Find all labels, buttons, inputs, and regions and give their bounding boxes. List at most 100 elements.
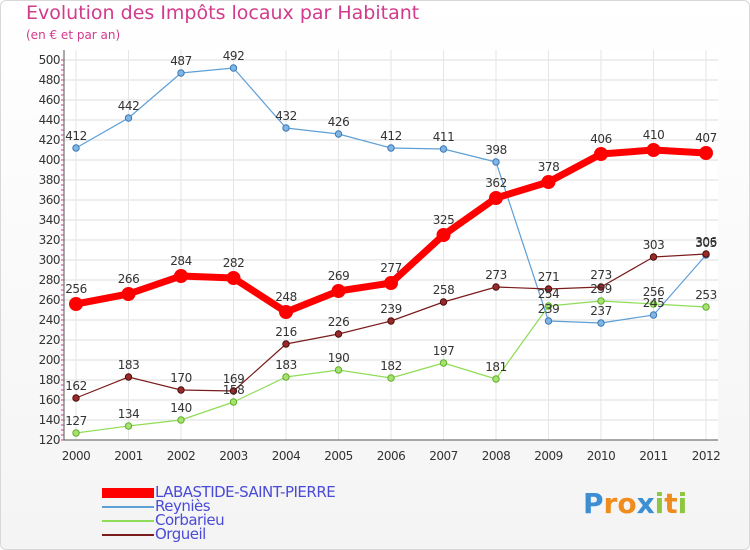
data-point [334, 130, 343, 138]
y-tick-label: 220 [39, 333, 60, 347]
data-label: 271 [538, 270, 559, 284]
data-point [174, 269, 188, 283]
data-label: 256 [65, 282, 86, 296]
y-tick-label: 160 [39, 393, 60, 407]
data-label: 216 [275, 325, 296, 339]
data-point [124, 114, 133, 122]
data-point [699, 146, 713, 160]
data-label: 398 [485, 143, 506, 157]
data-point [387, 317, 395, 325]
y-tick-label: 460 [39, 93, 60, 107]
data-point [649, 311, 658, 319]
data-point [702, 303, 710, 311]
data-label: 182 [380, 359, 401, 373]
data-point [72, 144, 80, 152]
x-tick-label: 2010 [587, 449, 616, 463]
data-label: 170 [170, 371, 191, 385]
logo-letter: o [617, 487, 637, 520]
y-tick-label: 360 [39, 193, 60, 207]
data-point [121, 287, 136, 301]
data-point [489, 191, 503, 205]
data-label: 134 [118, 407, 139, 421]
data-point [387, 374, 395, 382]
data-label: 442 [118, 99, 139, 113]
legend-swatch [102, 488, 154, 498]
data-point [436, 228, 451, 242]
logo-letter: i [677, 487, 688, 520]
data-point [439, 359, 448, 367]
data-label: 306 [695, 235, 716, 249]
data-label: 426 [328, 115, 349, 129]
data-point [331, 284, 346, 298]
data-label: 412 [65, 129, 86, 143]
data-point [177, 386, 185, 394]
data-label: 284 [170, 254, 191, 268]
data-point [594, 147, 608, 161]
y-tick-label: 500 [39, 53, 60, 67]
data-label: 273 [485, 268, 506, 282]
y-tick-label: 400 [39, 153, 60, 167]
data-label: 410 [643, 128, 664, 142]
logo-letter: x [636, 487, 655, 520]
x-tick-label: 2004 [272, 449, 301, 463]
x-tick-label: 2008 [482, 449, 511, 463]
data-label: 266 [118, 272, 139, 286]
data-point [229, 398, 238, 406]
data-point [177, 416, 185, 424]
y-tick-label: 380 [39, 173, 60, 187]
x-tick-label: 2000 [62, 449, 91, 463]
data-label: 183 [118, 358, 139, 372]
data-point [334, 366, 343, 374]
data-label: 325 [433, 213, 454, 227]
data-point [226, 271, 241, 285]
data-label: 277 [380, 261, 401, 275]
logo-letter: P [583, 487, 604, 520]
data-label: 239 [380, 302, 401, 316]
y-tick-label: 480 [39, 73, 60, 87]
data-label: 412 [380, 129, 401, 143]
logo-letter: i [654, 487, 665, 520]
data-label: 190 [328, 351, 349, 365]
data-label: 183 [275, 358, 296, 372]
data-label: 127 [65, 414, 86, 428]
data-label: 487 [170, 54, 191, 68]
data-label: 169 [223, 372, 244, 386]
data-label: 197 [433, 344, 454, 358]
y-tick-label: 120 [39, 433, 60, 447]
legend-swatch [102, 534, 154, 536]
data-label: 492 [223, 49, 244, 63]
y-tick-label: 200 [39, 353, 60, 367]
data-point [387, 144, 395, 152]
data-label: 406 [590, 132, 611, 146]
data-label: 158 [223, 383, 244, 397]
data-label: 362 [485, 176, 506, 190]
y-tick-label: 140 [39, 413, 60, 427]
data-point [492, 375, 500, 383]
data-point [282, 340, 290, 348]
data-label: 226 [328, 315, 349, 329]
data-label: 245 [643, 296, 664, 310]
logo-letter: r [603, 487, 618, 520]
data-point [597, 283, 605, 291]
x-tick-label: 2007 [429, 449, 458, 463]
data-label: 258 [433, 283, 454, 297]
data-point [69, 297, 83, 311]
y-tick-label: 280 [39, 273, 60, 287]
data-point [544, 285, 553, 293]
data-point [439, 145, 448, 153]
data-point [282, 373, 290, 381]
x-tick-label: 2012 [692, 449, 721, 463]
x-tick-label: 2003 [219, 449, 248, 463]
y-tick-label: 320 [39, 233, 60, 247]
data-point [646, 143, 661, 157]
data-point [649, 300, 658, 308]
data-point [649, 253, 658, 261]
x-tick-label: 2006 [377, 449, 406, 463]
data-point [492, 283, 500, 291]
data-label: 269 [328, 269, 349, 283]
data-label: 162 [65, 379, 86, 393]
data-label: 259 [590, 282, 611, 296]
data-point [229, 64, 238, 72]
data-point [229, 387, 238, 395]
series-2 [72, 297, 710, 437]
